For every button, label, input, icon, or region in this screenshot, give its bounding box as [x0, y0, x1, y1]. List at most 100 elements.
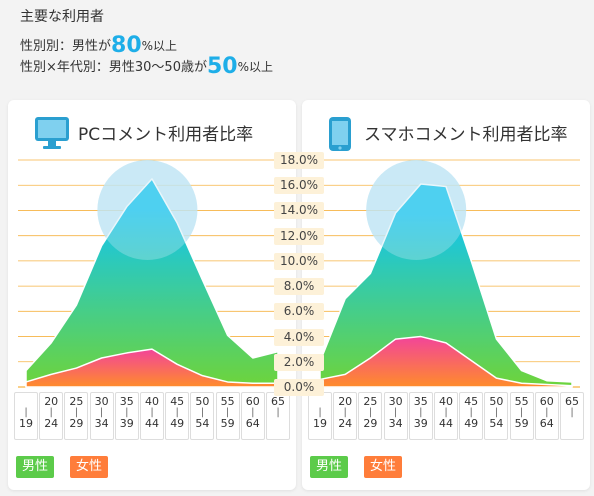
- x-tick-separator: |: [251, 407, 255, 418]
- x-tick-start: 60: [245, 395, 260, 408]
- x-tick-separator: |: [519, 407, 524, 418]
- x-tick-start: 50: [489, 395, 504, 408]
- monitor-icon: [35, 117, 69, 149]
- page-title: 主要な利用者: [20, 9, 104, 25]
- peak-highlight-overlay: [366, 160, 467, 260]
- legend-male: 男性: [310, 456, 349, 478]
- x-tick-label: 60 | 64: [534, 392, 559, 440]
- pc-chart-panel: PCコメント利用者比率 | 19 20 | 24 25 | 29 30 | 34 35 | 39 40 | 44…: [8, 100, 296, 490]
- x-tick-label: 50 | 54: [190, 392, 215, 440]
- x-tick-end: 29: [69, 417, 84, 430]
- x-tick-label: 55 | 59: [215, 392, 240, 440]
- x-tick-start: 45: [170, 395, 185, 408]
- summary-gender-value: 80: [111, 33, 142, 58]
- x-tick-start: 30: [388, 395, 403, 408]
- y-tick-label: 2.0%: [274, 353, 324, 371]
- x-tick-end: 19: [313, 417, 327, 430]
- x-tick-start: 35: [413, 395, 428, 408]
- y-tick-label: 12.0%: [274, 227, 324, 245]
- summary-gender: 性別別：男性が80%以上: [20, 33, 273, 58]
- x-tick-separator: |: [49, 407, 53, 418]
- x-tick-separator: |: [318, 407, 322, 418]
- x-tick-separator: |: [24, 407, 28, 418]
- summary-age-suffix: %以上: [237, 60, 274, 74]
- x-tick-start: 60: [539, 395, 554, 408]
- y-tick-label: 14.0%: [274, 202, 324, 220]
- smartphone-chart-plot: [312, 159, 580, 388]
- x-tick-separator: |: [99, 407, 104, 418]
- x-tick-end: 54: [489, 417, 504, 430]
- y-tick-label: 18.0%: [274, 152, 324, 169]
- x-tick-separator: |: [368, 407, 373, 418]
- x-tick-label: 20 | 24: [39, 392, 64, 440]
- x-tick-separator: |: [570, 407, 574, 418]
- legend-female: 女性: [364, 456, 403, 478]
- x-tick-separator: |: [150, 407, 154, 418]
- x-tick-start: 65: [271, 395, 285, 408]
- x-tick-end: 34: [388, 417, 403, 430]
- y-tick-label: 4.0%: [274, 328, 324, 346]
- smartphone-chart-panel: スマホコメント利用者比率 | 19 20 | 24 25 | 29 30 | 34 35 | 39 40 | 4…: [302, 100, 590, 490]
- x-tick-separator: |: [200, 407, 205, 418]
- x-tick-end: 49: [464, 417, 479, 430]
- x-tick-separator: |: [125, 407, 129, 418]
- x-tick-start: 40: [439, 395, 453, 408]
- x-tick-separator: |: [444, 407, 448, 418]
- x-tick-start: 35: [119, 395, 134, 408]
- x-tick-start: 25: [363, 395, 378, 408]
- legend-male: 男性: [16, 456, 55, 478]
- x-tick-separator: |: [74, 407, 79, 418]
- x-tick-label: 55 | 59: [509, 392, 534, 440]
- y-tick-label: 16.0%: [274, 177, 324, 195]
- y-tick-label: 10.0%: [274, 252, 324, 270]
- x-tick-end: 29: [363, 417, 378, 430]
- x-tick-end: 44: [439, 417, 453, 430]
- female-area: [319, 335, 573, 388]
- x-tick-separator: |: [175, 407, 179, 418]
- x-tick-start: 40: [145, 395, 159, 408]
- x-tick-end: 39: [413, 417, 428, 430]
- male-area: [319, 183, 573, 388]
- y-tick-label: 8.0%: [274, 278, 324, 296]
- pc-chart-title: PCコメント利用者比率: [78, 125, 254, 145]
- pc-chart-plot: [18, 159, 286, 388]
- x-tick-end: 64: [539, 417, 554, 430]
- x-tick-start: [15, 396, 37, 407]
- x-tick-separator: |: [494, 407, 499, 418]
- x-tick-end: 54: [195, 417, 210, 430]
- x-tick-start: 25: [69, 395, 84, 408]
- y-tick-label: 0.0%: [274, 379, 324, 396]
- summary-gender-prefix: 性別別：男性が: [20, 39, 112, 54]
- summary-age-value: 50: [206, 54, 238, 79]
- x-tick-end: 59: [514, 417, 529, 430]
- x-tick-start: 20: [338, 395, 353, 408]
- x-tick-start: 55: [514, 395, 529, 408]
- x-tick-label: 65 |: [266, 392, 290, 440]
- x-tick-separator: |: [545, 407, 549, 418]
- summary-gender-suffix: %以上: [141, 39, 178, 53]
- x-tick-start: [309, 396, 331, 407]
- x-tick-end: [267, 418, 289, 429]
- x-tick-separator: |: [469, 407, 473, 418]
- summary-age-prefix: 性別×年代別：男性30〜50歳が: [20, 60, 207, 75]
- x-tick-label: 30 | 34: [383, 392, 408, 440]
- x-tick-separator: |: [419, 407, 423, 418]
- x-tick-label: 30 | 34: [89, 392, 114, 440]
- y-tick-label: 6.0%: [274, 303, 324, 321]
- x-tick-label: 20 | 24: [333, 392, 358, 440]
- x-tick-start: 50: [195, 395, 210, 408]
- x-tick-end: 19: [19, 417, 33, 430]
- header: 主要な利用者 性別別：男性が80%以上 性別×年代別：男性30〜50歳が50%以…: [20, 6, 273, 78]
- x-tick-label: 40 | 44: [140, 392, 164, 440]
- x-tick-label: 25 | 29: [358, 392, 383, 440]
- legend-female: 女性: [70, 456, 109, 478]
- x-tick-end: 24: [338, 417, 353, 430]
- male-area: [25, 178, 279, 388]
- female-area: [25, 348, 279, 388]
- x-tick-end: 24: [44, 417, 59, 430]
- peak-highlight-overlay: [97, 160, 198, 260]
- summary-age: 性別×年代別：男性30〜50歳が50%以上: [20, 54, 274, 79]
- x-tick-separator: |: [343, 407, 347, 418]
- x-tick-separator: |: [393, 407, 398, 418]
- x-tick-end: 64: [245, 417, 260, 430]
